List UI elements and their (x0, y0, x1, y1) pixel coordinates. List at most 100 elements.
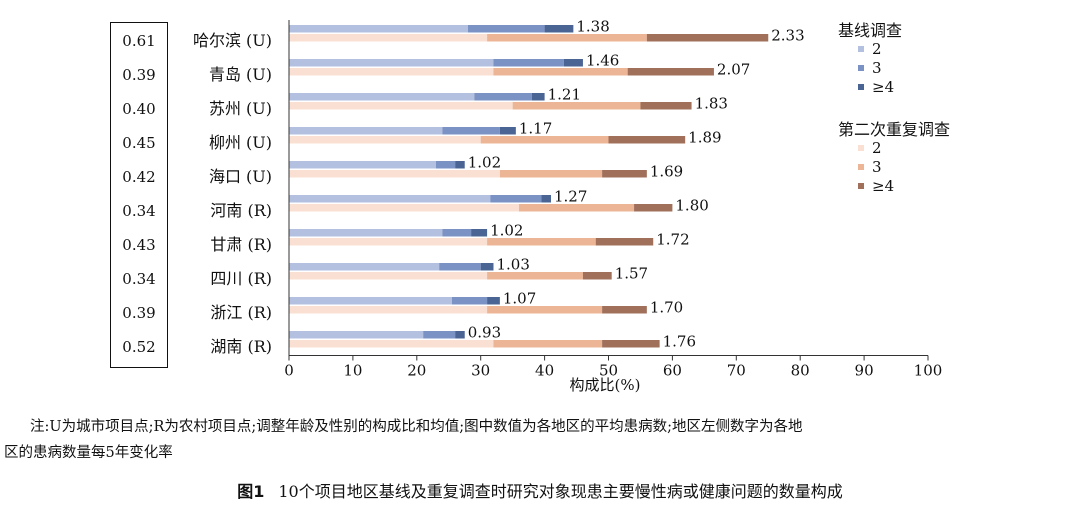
figure-caption: 图1 10个项目地区基线及重复调查时研究对象现患主要慢性病或健康问题的数量构成 (0, 478, 1080, 502)
legend-label: 3 (872, 59, 882, 77)
category-label: 苏州 (U) (209, 99, 272, 118)
x-tick-label: 30 (471, 362, 490, 380)
bar-segment (289, 306, 488, 314)
bar-segment (289, 272, 488, 280)
change-rate-label: 0.39 (122, 66, 155, 84)
average-value-label: 1.89 (688, 129, 721, 147)
legend-label: ≥4 (872, 177, 894, 195)
bar-segment (595, 238, 654, 246)
bar-segment (480, 136, 609, 144)
change-rate-label: 0.34 (122, 202, 155, 220)
average-value-label: 1.69 (650, 163, 683, 181)
bar-segment (289, 331, 424, 339)
bar-segment (289, 34, 488, 42)
average-value-label: 1.17 (519, 120, 552, 138)
average-value-label: 1.02 (468, 154, 501, 172)
bar-segment (512, 102, 641, 110)
x-tick-label: 70 (727, 362, 746, 380)
bar-segment (289, 204, 520, 212)
figure-note: 注:U为城市项目点;R为农村项目点;调整年龄及性别的构成比和均值;图中数值为各地… (4, 414, 1070, 466)
category-labels: 哈尔滨 (U) 青岛 (U) 苏州 (U) 柳州 (U) 海口 (U) 河南 (R) 甘肃 … (193, 31, 272, 356)
bar-segment (289, 238, 488, 246)
average-value-label: 2.33 (771, 27, 804, 45)
bar-segment (602, 306, 647, 314)
legend-label: 2 (872, 40, 882, 58)
bar-segment (499, 127, 516, 135)
x-tick-label: 100 (914, 362, 943, 380)
change-rate-label: 0.43 (122, 236, 155, 254)
average-value-label: 1.80 (675, 197, 708, 215)
average-value-label: 1.46 (586, 52, 619, 70)
bar-segment (289, 102, 513, 110)
bar-segment (646, 34, 769, 42)
change-rate-label: 0.40 (122, 100, 155, 118)
change-rate-label: 0.52 (122, 338, 155, 356)
bar-segment (493, 68, 628, 76)
legend-swatch (858, 65, 864, 71)
bar-segment (474, 93, 532, 101)
bar-segment (455, 331, 465, 339)
bar-segment (487, 238, 596, 246)
legend-swatch (858, 145, 864, 151)
average-value-label: 1.21 (548, 86, 581, 104)
bar-segment (289, 263, 440, 271)
bar-segment (487, 297, 500, 305)
bar-segment (289, 136, 481, 144)
bar-segment (634, 204, 673, 212)
x-tick-label: 20 (407, 362, 426, 380)
bar-segment (471, 229, 488, 237)
category-label: 青岛 (U) (209, 65, 272, 84)
bar-segment (289, 93, 475, 101)
category-label: 哈尔滨 (U) (193, 31, 272, 50)
bar-segment (490, 195, 542, 203)
bar-segment (289, 25, 468, 33)
x-tick-label: 40 (535, 362, 554, 380)
bar-segment (563, 59, 583, 67)
average-value-label: 1.03 (496, 256, 529, 274)
bar-segment (467, 25, 545, 33)
note-line-1: 注:U为城市项目点;R为农村项目点;调整年龄及性别的构成比和均值;图中数值为各地… (30, 419, 803, 435)
bar-segment (493, 340, 603, 348)
bar-segment (289, 297, 452, 305)
x-tick-label: 90 (855, 362, 874, 380)
legend-label: 2 (872, 139, 882, 157)
category-label: 海口 (U) (209, 167, 272, 186)
bar-segment (493, 59, 564, 67)
average-value-labels: 1.38 2.33 1.46 2.07 1.21 1.83 1.17 1.89 1.02 1.69… (468, 18, 805, 351)
caption-label: 图1 (237, 482, 265, 501)
average-value-label: 1.76 (663, 333, 696, 351)
x-axis: 0 10 20 30 40 50 60 70 80 90 100 (284, 20, 942, 380)
bar-segment (289, 340, 494, 348)
average-value-label: 1.70 (650, 299, 683, 317)
bar-segment (289, 195, 491, 203)
change-rate-label: 0.34 (122, 270, 155, 288)
bar-segment (435, 161, 456, 169)
category-label: 四川 (R) (210, 269, 272, 288)
bar-segment (289, 161, 436, 169)
legend-swatch (858, 84, 864, 90)
bar-segment (531, 93, 545, 101)
legend-swatch (858, 183, 864, 189)
bar-segment (640, 102, 692, 110)
change-rate-label: 0.42 (122, 168, 155, 186)
change-rate-label: 0.39 (122, 304, 155, 322)
category-label: 甘肃 (R) (210, 235, 272, 254)
average-value-label: 1.27 (554, 188, 587, 206)
legend-label: 3 (872, 158, 882, 176)
bar-segment (541, 195, 551, 203)
bar-segment (442, 127, 500, 135)
change-rate-labels: 0.61 0.39 0.40 0.45 0.42 0.34 0.43 0.34 0.39 0.52 (122, 32, 155, 356)
x-tick-label: 60 (663, 362, 682, 380)
note-line-2: 区的患病数量每5年变化率 (4, 445, 173, 461)
average-value-label: 2.07 (717, 61, 750, 79)
bar-segment (519, 204, 635, 212)
legend-swatch (858, 46, 864, 52)
category-label: 河南 (R) (210, 201, 272, 220)
change-rate-label: 0.45 (122, 134, 155, 152)
bar-segment (608, 136, 686, 144)
x-axis-label: 构成比(%) (570, 376, 641, 394)
category-label: 浙江 (R) (210, 303, 272, 322)
bar-segment (602, 170, 647, 178)
bar-segment (499, 170, 603, 178)
